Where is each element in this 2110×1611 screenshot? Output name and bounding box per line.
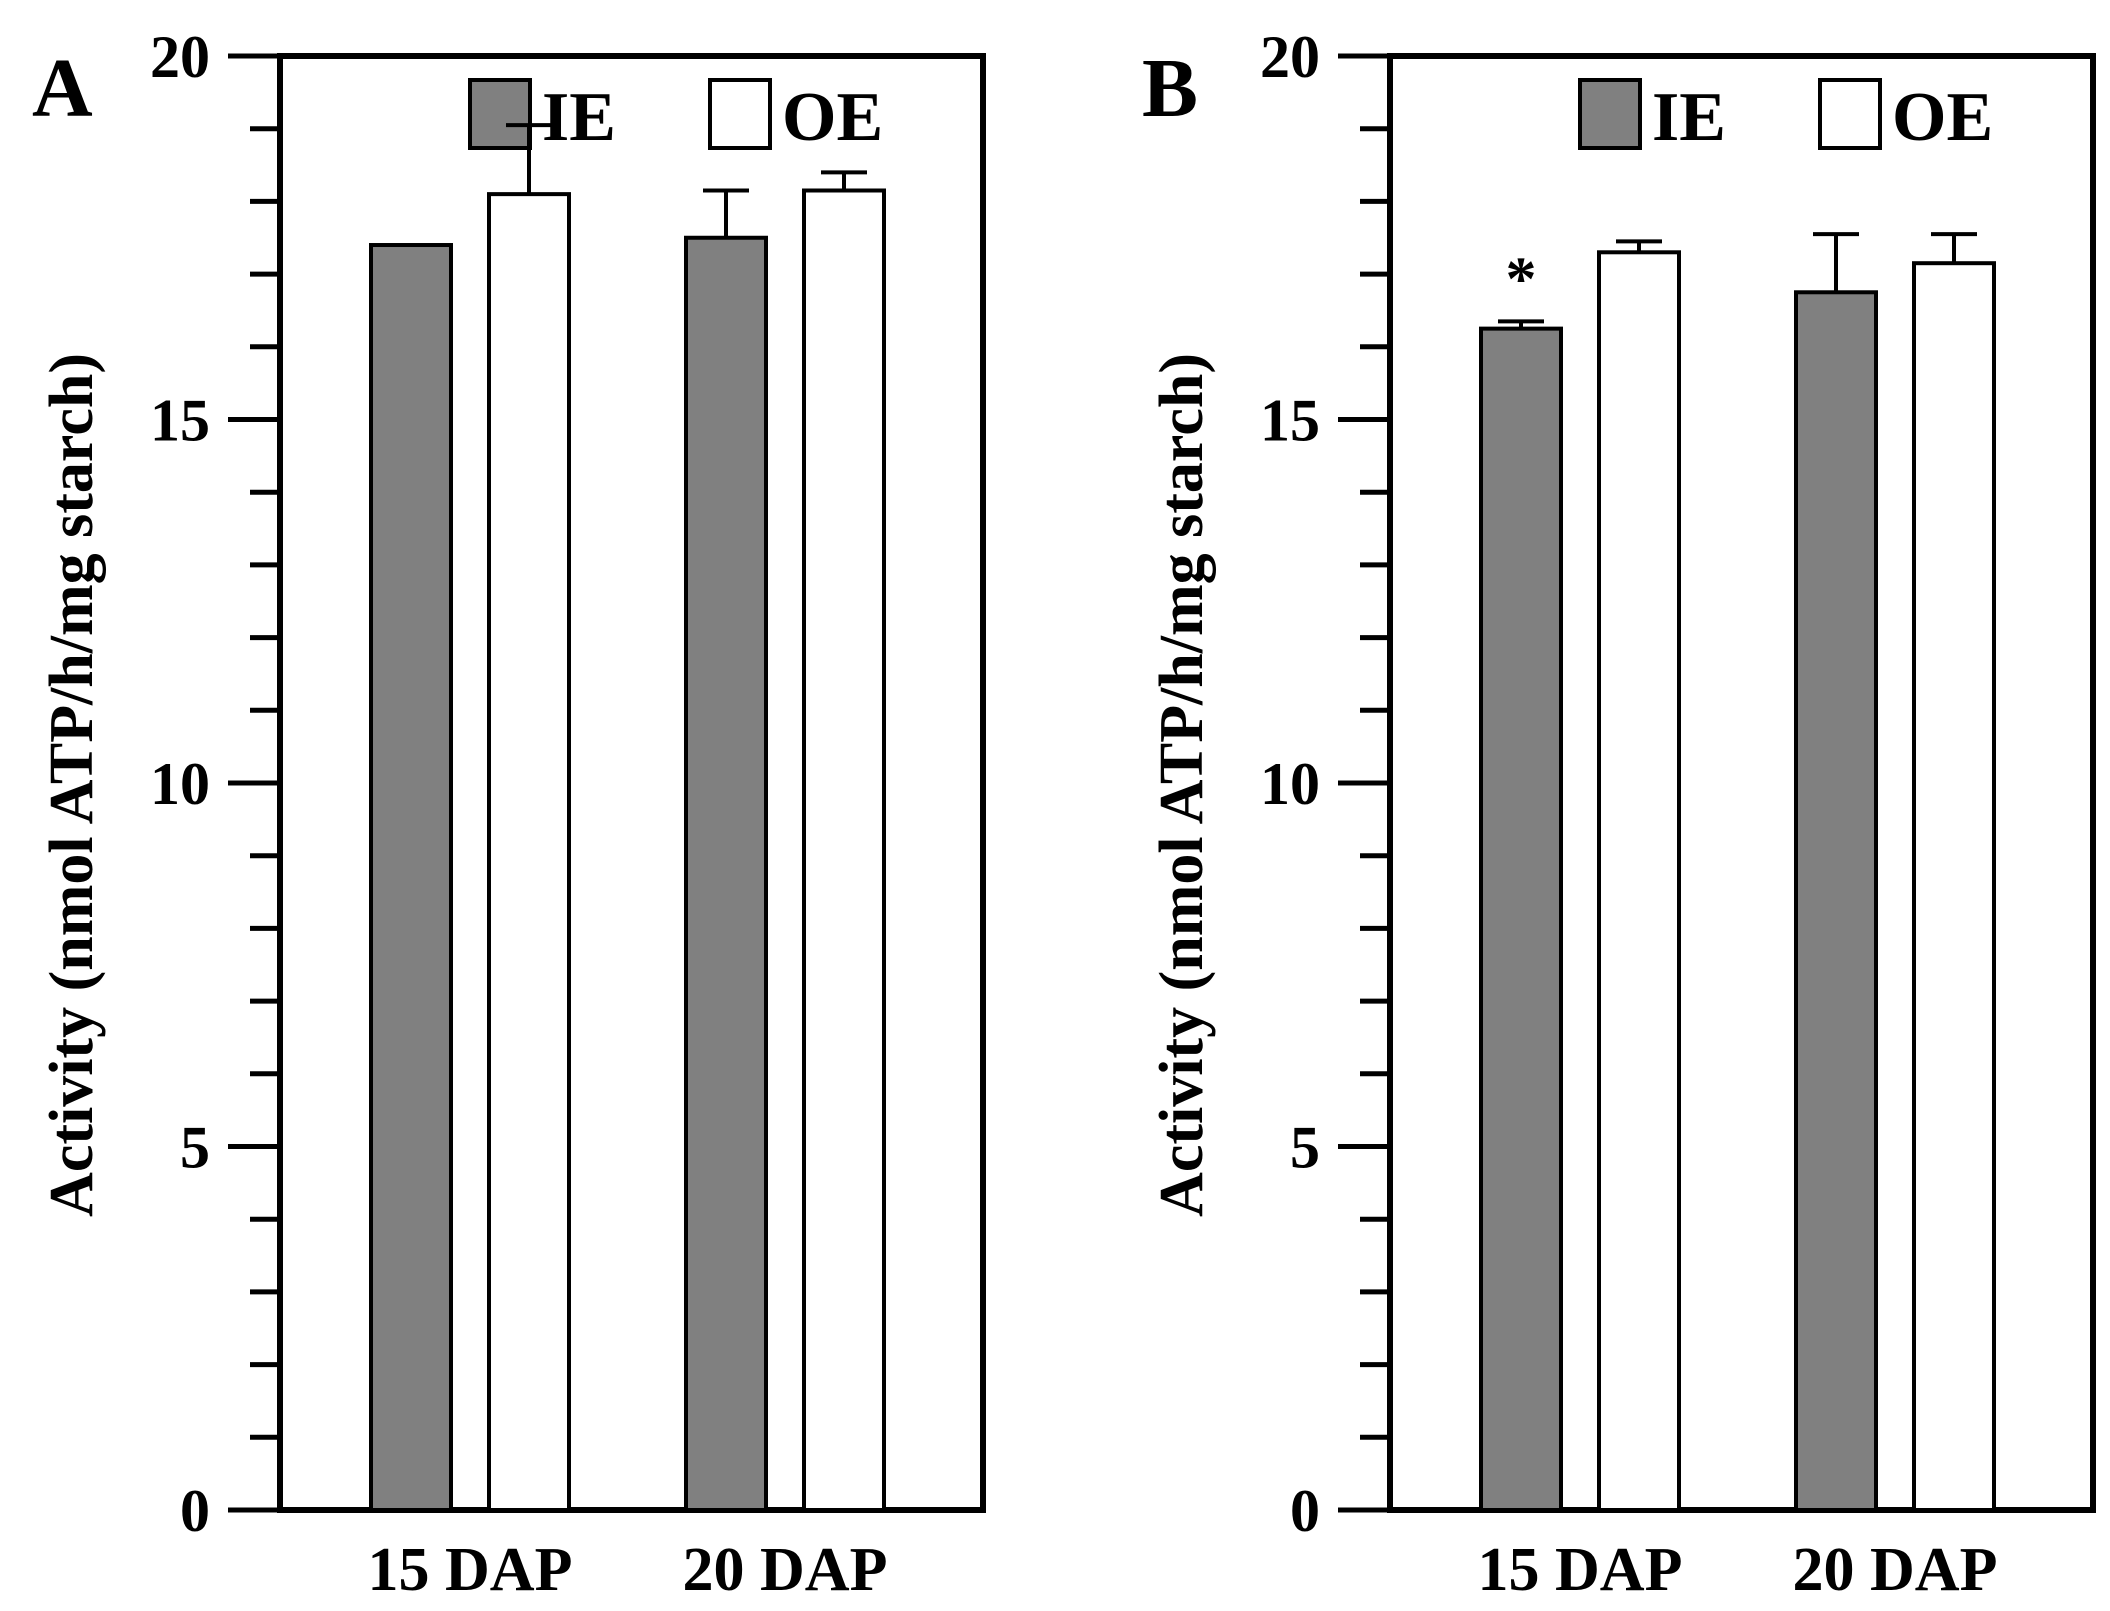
bar-oe [487,192,571,1512]
y-tick-label: 20 [150,24,210,90]
y-tick-label: 15 [1260,388,1320,454]
panel-a: A Activity (nmol ATP/h/mg starch) IE OE … [32,24,986,1604]
legend-label-oe: OE [1892,79,1993,156]
bar-oe [1912,261,1996,1513]
y-tick-label: 20 [1260,24,1320,90]
x-category-label: 20 DAP [1793,1536,1998,1604]
bar-ie [1479,326,1563,1512]
y-tick-label: 5 [1290,1115,1320,1181]
legend-label-oe: OE [782,79,883,156]
y-tick-label: 5 [180,1115,210,1181]
legend-swatch-ie [468,78,532,150]
bar-ie [369,243,453,1512]
x-category-label: 15 DAP [1478,1536,1683,1604]
significance-mark: * [1506,245,1537,313]
y-tick-label: 15 [150,388,210,454]
legend: IE OE [1578,78,1993,156]
panel-b: B Activity (nmol ATP/h/mg starch) IE OE … [1142,24,2096,1604]
x-category-label: 20 DAP [683,1536,888,1604]
bar-ie [1794,290,1878,1512]
legend-label-ie: IE [1652,79,1726,156]
y-tick-label: 10 [150,751,210,817]
bar-ie [684,235,768,1512]
y-axis-title: Activity (nmol ATP/h/mg starch) [1148,353,1216,1217]
y-tick-label: 0 [1290,1478,1320,1544]
legend-swatch-oe [708,78,772,150]
panel-letter: B [1142,42,1198,135]
x-category-label: 15 DAP [368,1536,573,1604]
y-tick-label: 10 [1260,751,1320,817]
bar-oe [1597,250,1681,1512]
legend-swatch-oe [1818,78,1882,150]
y-axis-title: Activity (nmol ATP/h/mg starch) [38,353,106,1217]
panel-letter: A [32,42,93,135]
y-tick-label: 0 [180,1478,210,1544]
legend: IE OE [468,78,883,156]
legend-swatch-ie [1578,78,1642,150]
legend-label-ie: IE [542,79,616,156]
bar-oe [802,188,886,1512]
